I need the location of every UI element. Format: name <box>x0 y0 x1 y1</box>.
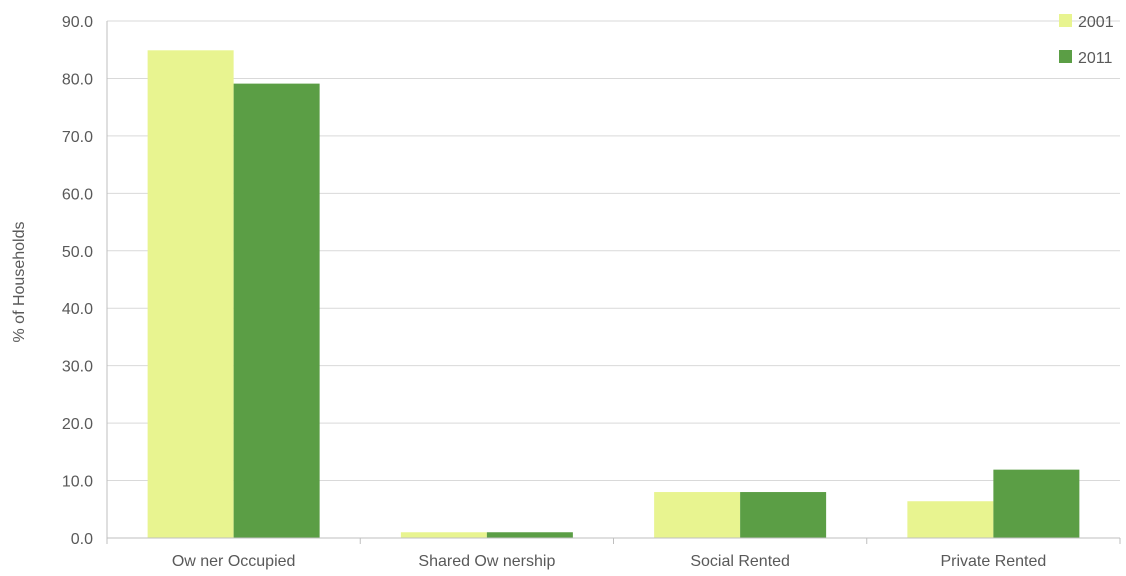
y-tick-label: 90.0 <box>62 14 93 31</box>
y-tick-label: 60.0 <box>62 186 93 203</box>
bar-2011 <box>233 83 320 538</box>
y-tick-label: 80.0 <box>62 71 93 88</box>
y-tick-label: 20.0 <box>62 416 93 433</box>
y-tick-labels: 0.0 10.0 20.0 30.0 40.0 50.0 60.0 70.0 80.0 90.0 <box>62 14 93 548</box>
x-tick-label: Social Rented <box>690 553 790 570</box>
y-tick-label: 70.0 <box>62 129 93 146</box>
bars <box>147 50 1080 539</box>
y-axis-title: % of Households <box>11 222 28 343</box>
bar-2001 <box>147 50 234 539</box>
x-tick-label: Ow ner Occupied <box>172 553 296 570</box>
y-tick-label: 50.0 <box>62 244 93 261</box>
bar-2001 <box>400 532 487 538</box>
x-tick-label: Shared Ow nership <box>418 553 555 570</box>
legend-label: 2011 <box>1078 50 1113 67</box>
y-tick-label: 0.0 <box>71 531 93 548</box>
legend-swatch-2001 <box>1059 14 1072 27</box>
y-tick-label: 30.0 <box>62 359 93 376</box>
bar-2011 <box>993 469 1080 538</box>
bar-2011 <box>486 532 573 538</box>
bar-2001 <box>907 501 994 538</box>
bar-2001 <box>654 492 741 538</box>
legend: 2001 2011 <box>1059 14 1114 67</box>
x-tick-labels: Ow ner Occupied Shared Ow nership Social R… <box>172 553 1046 570</box>
axes <box>106 21 1121 544</box>
x-tick-label: Private Rented <box>940 553 1046 570</box>
y-tick-label: 10.0 <box>62 474 93 491</box>
bar-2011 <box>740 492 827 538</box>
y-tick-label: 40.0 <box>62 301 93 318</box>
legend-label: 2001 <box>1078 14 1114 31</box>
legend-swatch-2011 <box>1059 50 1072 63</box>
